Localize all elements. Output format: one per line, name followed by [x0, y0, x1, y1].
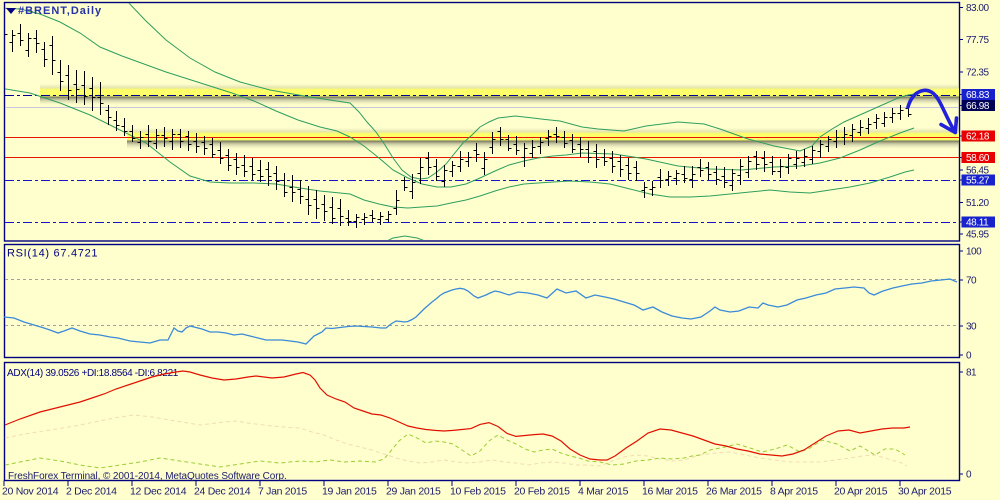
svg-text:10 Feb 2015: 10 Feb 2015 [450, 486, 506, 498]
svg-text:24 Dec 2014: 24 Dec 2014 [194, 486, 251, 498]
svg-text:0: 0 [966, 470, 972, 481]
svg-text:4 Mar 2015: 4 Mar 2015 [578, 486, 629, 498]
svg-text:16 Mar 2015: 16 Mar 2015 [642, 486, 698, 498]
svg-text:29 Jan 2015: 29 Jan 2015 [386, 486, 441, 498]
svg-text:20 Apr 2015: 20 Apr 2015 [834, 486, 888, 498]
svg-text:48.11: 48.11 [966, 218, 989, 229]
svg-text:ADX(14) 39.0526 +DI:18.8564 -D: ADX(14) 39.0526 +DI:18.8564 -DI:6.8221 [7, 368, 179, 379]
svg-text:58.60: 58.60 [966, 153, 990, 164]
svg-text:RSI(14) 67.4721: RSI(14) 67.4721 [7, 248, 98, 260]
svg-text:100: 100 [966, 247, 982, 258]
svg-text:20 Nov 2014: 20 Nov 2014 [2, 486, 59, 498]
svg-text:56.45: 56.45 [966, 166, 989, 177]
svg-text:68.83: 68.83 [966, 90, 990, 101]
svg-text:30 Apr 2015: 30 Apr 2015 [898, 486, 952, 498]
svg-text:12 Dec 2014: 12 Dec 2014 [130, 486, 187, 498]
svg-text:26 Mar 2015: 26 Mar 2015 [706, 486, 762, 498]
svg-text:70: 70 [966, 276, 977, 287]
svg-text:19 Jan 2015: 19 Jan 2015 [322, 486, 377, 498]
svg-text:30: 30 [966, 322, 977, 333]
svg-text:0: 0 [966, 351, 972, 362]
svg-text:77.75: 77.75 [966, 35, 989, 46]
svg-text:#BRENT,Daily: #BRENT,Daily [18, 5, 102, 17]
svg-text:72.35: 72.35 [966, 68, 989, 79]
svg-text:66.98: 66.98 [966, 101, 990, 112]
svg-text:81: 81 [966, 368, 977, 379]
svg-text:FreshForex Terminal, © 2001-20: FreshForex Terminal, © 2001-2014, MetaQu… [8, 471, 287, 482]
svg-text:45.95: 45.95 [966, 230, 989, 241]
svg-text:55.27: 55.27 [966, 176, 990, 187]
svg-text:83.00: 83.00 [966, 3, 989, 14]
svg-text:62.18: 62.18 [966, 132, 990, 143]
svg-text:2 Dec 2014: 2 Dec 2014 [66, 486, 117, 498]
svg-text:7 Jan 2015: 7 Jan 2015 [258, 486, 307, 498]
svg-text:8 Apr 2015: 8 Apr 2015 [770, 486, 818, 498]
svg-text:51.20: 51.20 [966, 198, 989, 209]
svg-text:20 Feb 2015: 20 Feb 2015 [514, 486, 570, 498]
